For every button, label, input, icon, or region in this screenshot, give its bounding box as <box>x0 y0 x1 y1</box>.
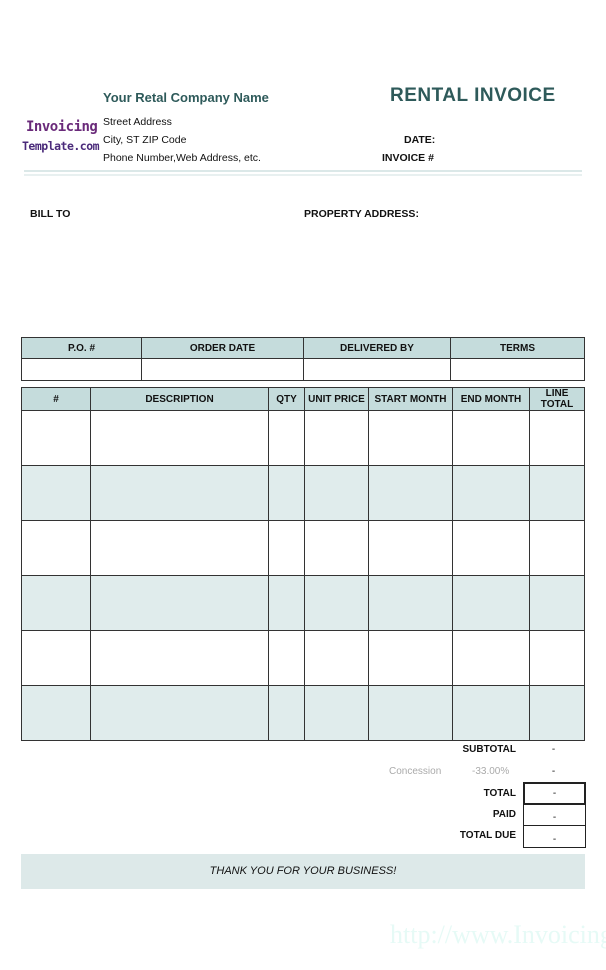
description-header: DESCRIPTION <box>90 387 269 411</box>
item-cell[interactable] <box>304 575 369 631</box>
company-name: Your Retal Company Name <box>103 90 269 105</box>
thank-you-banner: THANK YOU FOR YOUR BUSINESS! <box>21 854 585 889</box>
item-cell[interactable] <box>368 685 453 741</box>
total-due-label: TOTAL DUE <box>459 830 516 841</box>
terms-header: TERMS <box>450 337 585 359</box>
item-cell[interactable] <box>90 630 269 686</box>
item-cell[interactable] <box>304 520 369 576</box>
item-cell[interactable] <box>452 685 530 741</box>
table-row <box>21 465 585 521</box>
delivered-by-header: DELIVERED BY <box>303 337 451 359</box>
item-cell[interactable] <box>368 630 453 686</box>
item-cell[interactable] <box>90 410 269 466</box>
item-cell[interactable] <box>529 630 585 686</box>
item-cell[interactable] <box>529 520 585 576</box>
unit-price-header: UNIT PRICE <box>304 387 369 411</box>
item-cell[interactable] <box>452 410 530 466</box>
table-row <box>21 630 585 686</box>
invoice-title: RENTAL INVOICE <box>390 85 556 106</box>
item-cell[interactable] <box>90 575 269 631</box>
item-cell[interactable] <box>368 465 453 521</box>
table-row <box>21 410 585 466</box>
item-cell[interactable] <box>268 685 305 741</box>
po-header: P.O. # <box>21 337 142 359</box>
item-cell[interactable] <box>268 520 305 576</box>
subtotal-value: - <box>551 744 556 755</box>
property-address-label: PROPERTY ADDRESS: <box>304 208 419 220</box>
line-total-header: LINE TOTAL <box>529 387 585 411</box>
item-cell[interactable] <box>21 685 91 741</box>
delivered-by-cell[interactable] <box>303 358 451 381</box>
total-due-value: - <box>523 825 586 848</box>
item-cell[interactable] <box>452 630 530 686</box>
total-label: TOTAL <box>483 788 516 799</box>
item-cell[interactable] <box>21 630 91 686</box>
divider <box>24 174 582 176</box>
item-cell[interactable] <box>368 410 453 466</box>
invoice-number-label: INVOICE # <box>382 152 434 164</box>
table-row <box>21 575 585 631</box>
item-cell[interactable] <box>452 465 530 521</box>
po-cell[interactable] <box>21 358 142 381</box>
terms-cell[interactable] <box>450 358 585 381</box>
item-cell[interactable] <box>368 575 453 631</box>
bill-to-label: BILL TO <box>30 208 71 220</box>
item-cell[interactable] <box>268 410 305 466</box>
item-cell[interactable] <box>529 410 585 466</box>
item-cell[interactable] <box>268 630 305 686</box>
logo: Invoicing <box>26 119 98 135</box>
item-cell[interactable] <box>21 465 91 521</box>
item-cell[interactable] <box>90 465 269 521</box>
item-cell[interactable] <box>21 520 91 576</box>
paid-value[interactable]: - <box>523 803 586 826</box>
item-cell[interactable] <box>268 465 305 521</box>
item-cell[interactable] <box>452 520 530 576</box>
item-cell[interactable] <box>21 575 91 631</box>
item-cell[interactable] <box>529 685 585 741</box>
item-cell[interactable] <box>304 630 369 686</box>
table-row <box>21 520 585 576</box>
order-date-cell[interactable] <box>141 358 304 381</box>
street-address: Street Address <box>103 116 172 128</box>
number-header: # <box>21 387 91 411</box>
logo-domain: Template.com <box>22 139 100 153</box>
start-month-header: START MONTH <box>368 387 453 411</box>
city-zip: City, ST ZIP Code <box>103 134 187 146</box>
item-cell[interactable] <box>304 685 369 741</box>
items-table: # DESCRIPTION QTY UNIT PRICE START MONTH… <box>21 387 585 741</box>
item-cell[interactable] <box>529 465 585 521</box>
item-cell[interactable] <box>268 575 305 631</box>
item-cell[interactable] <box>21 410 91 466</box>
order-date-header: ORDER DATE <box>141 337 304 359</box>
item-cell[interactable] <box>90 520 269 576</box>
item-cell[interactable] <box>368 520 453 576</box>
concession-label: Concession <box>389 766 442 777</box>
table-row <box>21 685 585 741</box>
paid-label: PAID <box>492 809 516 820</box>
divider <box>24 170 582 172</box>
item-cell[interactable] <box>529 575 585 631</box>
date-label: DATE: <box>404 134 436 146</box>
concession-value: - <box>551 766 556 777</box>
concession-rate: -33.00% <box>472 766 510 777</box>
subtotal-label: SUBTOTAL <box>462 744 516 755</box>
item-cell[interactable] <box>90 685 269 741</box>
qty-header: QTY <box>268 387 305 411</box>
end-month-header: END MONTH <box>452 387 530 411</box>
order-info-table: P.O. # ORDER DATE DELIVERED BY TERMS <box>21 337 585 381</box>
item-cell[interactable] <box>304 465 369 521</box>
item-cell[interactable] <box>452 575 530 631</box>
item-cell[interactable] <box>304 410 369 466</box>
total-value: - <box>523 782 586 805</box>
contact-info: Phone Number,Web Address, etc. <box>103 152 261 164</box>
